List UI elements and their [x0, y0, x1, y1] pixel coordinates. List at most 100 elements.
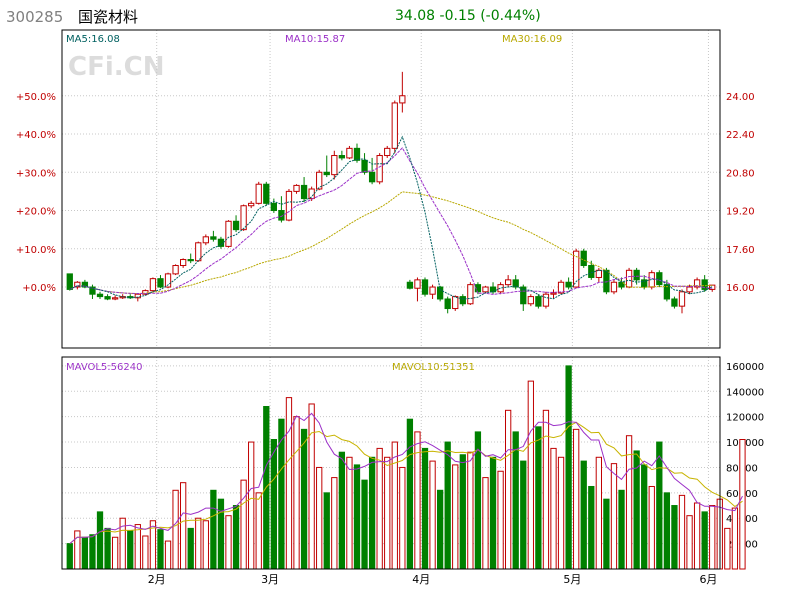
- candle-body: [111, 297, 119, 300]
- candle-body: [573, 250, 580, 288]
- left-tick-label: +10.0%: [16, 245, 56, 256]
- month-label: 4月: [412, 573, 430, 586]
- volume-tick-label: 140000: [726, 387, 764, 398]
- candle-body: [81, 281, 89, 288]
- volume-bar: [701, 511, 708, 570]
- candle-body: [187, 259, 194, 262]
- candle-body: [180, 259, 187, 267]
- volume-bar: [89, 534, 96, 570]
- candle-body: [497, 284, 504, 293]
- volume-bar: [399, 466, 406, 570]
- candle-body: [701, 279, 708, 290]
- month-label: 6月: [699, 573, 717, 586]
- candle-body: [368, 171, 376, 183]
- grid-layer: [62, 30, 720, 569]
- left-tick-label: +40.0%: [16, 130, 56, 141]
- candle-body: [361, 159, 368, 173]
- right-tick-label: 24.00: [726, 92, 755, 103]
- watermark: CFi.CN: [68, 52, 164, 82]
- volume-bar: [202, 520, 209, 570]
- volume-bar: [527, 380, 534, 570]
- volume-bar: [96, 511, 104, 570]
- candle-body: [210, 236, 217, 240]
- volume-bar: [323, 492, 330, 570]
- candle-body: [482, 286, 489, 293]
- candle-body: [610, 281, 618, 293]
- volume-bar: [384, 456, 391, 570]
- volume-bar: [104, 527, 111, 570]
- candle-body: [338, 155, 346, 159]
- volume-bar: [127, 530, 134, 570]
- candle-body: [512, 279, 519, 288]
- volume-panel-frame: [61, 356, 721, 570]
- volume-bar: [300, 428, 308, 570]
- candle-body: [603, 269, 610, 293]
- candle-body: [353, 147, 361, 161]
- left-tick-label: +30.0%: [16, 168, 56, 179]
- volume-bar: [739, 439, 746, 570]
- legend-mavol10: MAVOL10:51351: [392, 362, 475, 373]
- volume-bar: [678, 494, 686, 570]
- volume-bar: [724, 527, 731, 570]
- month-label: 2月: [148, 573, 166, 586]
- candle-body: [74, 281, 81, 288]
- volume-bar: [648, 485, 655, 570]
- volume-bar: [368, 456, 376, 570]
- volume-bar: [693, 502, 701, 570]
- candle-body: [406, 281, 414, 289]
- volume-bar: [588, 485, 595, 570]
- right-tick-label: 16.00: [726, 283, 755, 294]
- volume-bar: [74, 530, 81, 570]
- volume-bar: [391, 441, 398, 570]
- volume-bar: [731, 507, 739, 570]
- volume-bar: [436, 489, 444, 570]
- candle-body: [263, 183, 270, 204]
- volume-bar: [66, 543, 73, 570]
- volume-bar: [444, 441, 451, 570]
- volume-bar: [240, 479, 247, 570]
- candle-body: [686, 286, 693, 293]
- stock-name: 国瓷材料: [78, 8, 138, 26]
- volume-bar: [346, 456, 353, 570]
- volume-bar: [580, 460, 587, 570]
- volume-bar: [210, 489, 217, 570]
- volume-bar: [331, 477, 338, 570]
- candle-body: [429, 286, 436, 295]
- candle-body: [678, 291, 686, 307]
- volume-bar: [625, 435, 633, 570]
- volume-bar: [595, 456, 602, 570]
- volume-bar: [376, 447, 383, 570]
- candle-body: [278, 210, 285, 221]
- volume-bar: [663, 492, 671, 570]
- volume-bar: [406, 418, 414, 570]
- candle-body: [331, 155, 338, 176]
- candle-body: [225, 220, 232, 247]
- candle-body: [399, 95, 406, 104]
- candle-body: [323, 171, 330, 176]
- volume-bar: [452, 464, 459, 570]
- candle-body: [384, 147, 391, 157]
- main-panel-frame: [61, 29, 721, 349]
- volume-bar: [293, 416, 300, 570]
- candle-body: [172, 265, 179, 275]
- volume-bar: [225, 515, 232, 570]
- candle-body: [149, 278, 157, 292]
- left-tick-label: +50.0%: [16, 92, 56, 103]
- candle-body: [542, 293, 550, 307]
- candle-body: [550, 292, 557, 295]
- volume-bar: [641, 464, 648, 570]
- candle-body: [66, 273, 73, 290]
- candle-body: [641, 279, 648, 288]
- right-tick-label: 17.60: [726, 245, 755, 256]
- volume-bar: [565, 365, 572, 570]
- volume-bar: [505, 409, 512, 570]
- candle-body: [565, 281, 572, 288]
- volume-bar: [142, 535, 149, 570]
- frames-layer: [61, 29, 721, 570]
- candle-body: [588, 265, 595, 278]
- candle-body: [527, 296, 534, 305]
- candle-body: [520, 286, 527, 305]
- candle-body: [474, 284, 482, 293]
- volume-bar: [542, 409, 550, 570]
